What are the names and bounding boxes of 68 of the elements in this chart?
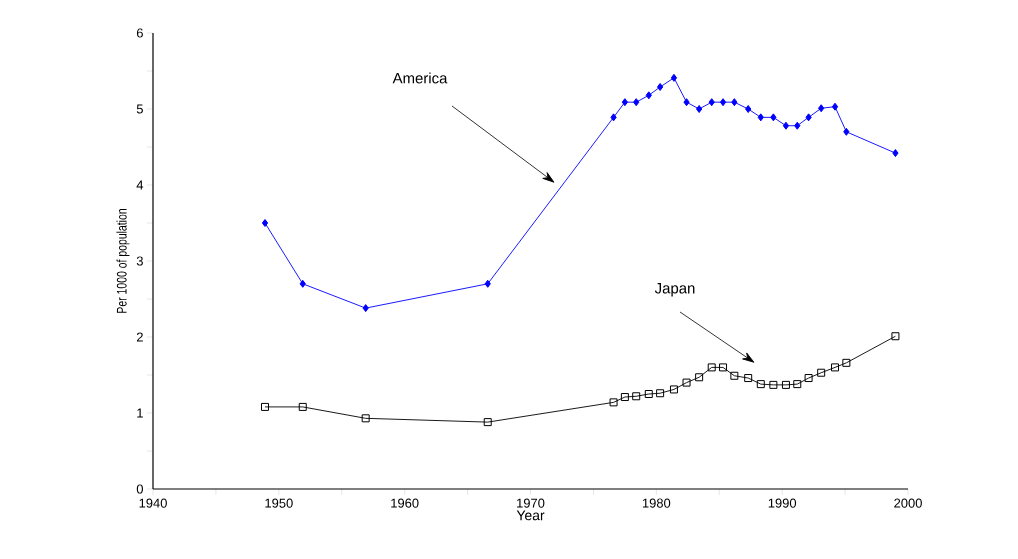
point: [260, 402, 269, 411]
y-tick-label: 5: [136, 104, 143, 114]
y-tick-label: 2: [136, 332, 143, 342]
x-tick-label: 1940: [139, 498, 167, 508]
point: [670, 73, 678, 82]
point: [891, 332, 900, 341]
y-tick-label: 3: [136, 256, 143, 266]
x-axis-title: Year: [516, 510, 545, 521]
point: [610, 113, 617, 122]
point: [842, 358, 851, 367]
point: [656, 82, 664, 91]
point: [719, 363, 728, 372]
point: [781, 380, 790, 389]
point: [695, 373, 704, 382]
point: [696, 105, 703, 113]
point: [745, 105, 752, 113]
point: [757, 113, 764, 122]
point: [484, 279, 491, 288]
y-tick-label: 0: [136, 484, 143, 494]
annotation: America: [392, 72, 448, 84]
point: [731, 98, 738, 107]
point: [831, 363, 840, 372]
point: [298, 402, 307, 411]
point: [707, 363, 716, 372]
x-tick-label: 1990: [768, 498, 797, 508]
x-tick-label: 1980: [642, 498, 671, 508]
point: [770, 113, 777, 122]
point: [831, 102, 839, 111]
x-tick-label: 2000: [894, 498, 922, 508]
x-tick-label: 1960: [391, 498, 419, 508]
point: [804, 374, 813, 383]
point: [683, 98, 690, 107]
point: [892, 149, 899, 158]
point: [633, 98, 640, 107]
point: [682, 378, 691, 387]
y-axis-title: Per 1000 of population: [116, 209, 130, 313]
point: [805, 113, 812, 122]
point: [794, 121, 801, 130]
y-tick-label: 4: [136, 180, 144, 190]
y-tick-label: 1: [137, 408, 143, 418]
point: [719, 98, 727, 107]
point: [782, 121, 790, 130]
point: [261, 219, 269, 227]
point: [361, 414, 370, 423]
point: [656, 389, 665, 398]
point: [645, 91, 652, 100]
x-tick-label: 1970: [517, 498, 545, 508]
y-tick-label: 6: [136, 28, 143, 38]
point: [669, 385, 678, 394]
point: [609, 398, 618, 407]
point: [730, 371, 739, 380]
point: [362, 304, 369, 313]
point: [818, 104, 825, 113]
point: [644, 390, 653, 398]
point: [817, 368, 826, 377]
point: [632, 392, 641, 401]
point: [620, 393, 629, 402]
point: [708, 98, 715, 107]
point: [483, 418, 492, 427]
point: [793, 380, 802, 389]
point: [744, 374, 753, 383]
annotation: Japan: [654, 283, 695, 297]
point: [299, 279, 306, 288]
point: [769, 380, 778, 389]
x-tick-label: 1950: [265, 498, 293, 508]
point: [843, 127, 850, 136]
point: [621, 98, 629, 107]
point: [756, 380, 765, 389]
